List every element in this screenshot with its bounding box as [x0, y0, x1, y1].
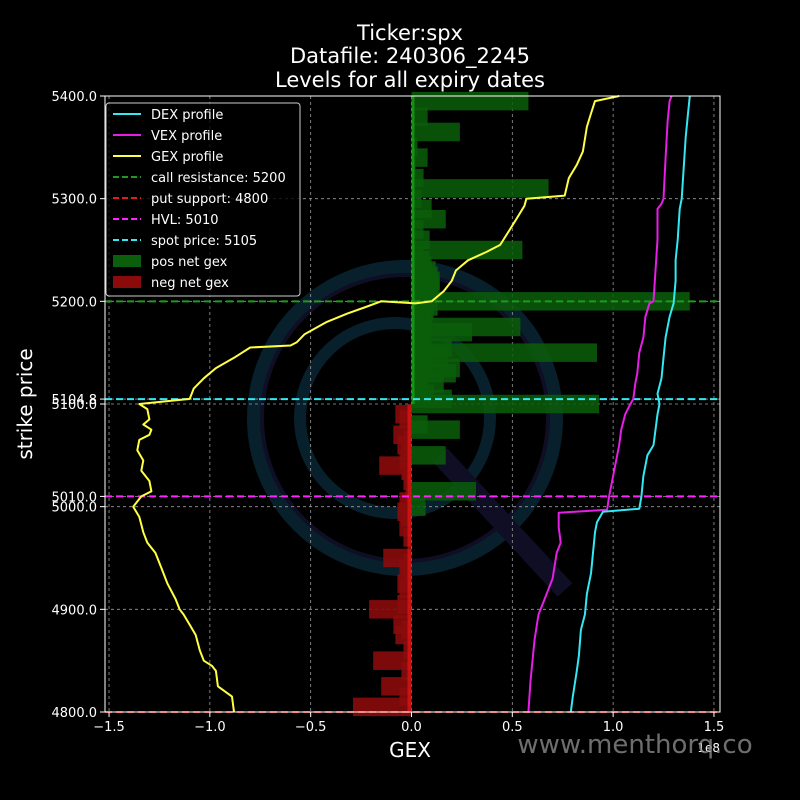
neg-gex-bar-20 [401, 564, 412, 583]
y-tick-label-3: 5010.0 [52, 490, 98, 505]
dex-profile-line [569, 95, 691, 713]
y-tick-label-4: 5100.0 [52, 398, 98, 413]
x-tick-label-2: −0.5 [295, 720, 327, 735]
neg-gex-bar-33 [353, 697, 412, 717]
neg-gex-bar-27 [395, 625, 412, 645]
y-tick-label-5: 5104.8 [52, 393, 98, 408]
x-axis-ticks: −1.5 −1.0 −0.5 0.0 0.5 1.0 1.5 [93, 712, 724, 735]
neg-gex-bar-30 [401, 661, 412, 681]
x-tick-label-3: 0.0 [401, 720, 422, 735]
vex-profile-line [527, 95, 673, 713]
y-tick-label-7: 5300.0 [52, 193, 98, 208]
legend-label-7: pos net gex [151, 255, 228, 270]
pos-gex-bar-46 [411, 446, 446, 465]
x-tick-label-5: 1.0 [603, 720, 624, 735]
pos-gex-bar-2 [411, 122, 460, 142]
legend-swatch-8 [113, 276, 141, 288]
legend-label-2: GEX profile [151, 150, 223, 165]
neg-gex-bar-5 [401, 440, 412, 460]
pos-gex-bar-7 [411, 179, 549, 198]
x-axis-label: GEX [389, 738, 431, 762]
y-axis-label: strike price [13, 348, 37, 459]
legend-label-6: spot price: 5105 [151, 234, 257, 249]
x-tick-label-6: 1.5 [704, 720, 725, 735]
gex-profile-line [132, 95, 620, 713]
neg-gex-bar-16 [403, 528, 412, 547]
neg-gex-core [407, 404, 412, 712]
neg-gex-bar-10 [403, 471, 412, 491]
legend-swatch-7 [113, 255, 141, 267]
legend-box [105, 102, 301, 297]
chart-title-line-2: Datafile: 240306_2245 [290, 44, 530, 69]
neg-gex-bar-28 [403, 641, 412, 660]
y-tick-label-2: 5000.0 [52, 501, 98, 516]
pos-gex-bar-13 [411, 240, 523, 260]
watermark-text: www.menthorq.co [517, 730, 752, 760]
chart-title-line-1: Ticker:spx [356, 21, 463, 45]
neg-gex-bar-24 [369, 600, 412, 619]
legend-label-1: VEX profile [151, 129, 222, 144]
pos-gex-core [411, 96, 415, 404]
legend-label-5: HVL: 5010 [151, 213, 219, 228]
pos-gex-bar-33 [411, 343, 597, 362]
neg-net-gex-bars [353, 404, 412, 717]
profile-lines [132, 95, 691, 713]
legend-label-8: neg net gex [151, 276, 229, 291]
legend-label-0: DEX profile [151, 108, 223, 123]
pos-gex-bar-3 [411, 138, 418, 157]
pos-gex-bar-1 [411, 107, 428, 126]
y-tick-label-8: 5400.0 [52, 90, 98, 105]
x-axis-exponent: 1e8 [697, 741, 720, 755]
y-tick-label-0: 4800.0 [52, 706, 98, 721]
pos-gex-bar-43 [411, 394, 600, 414]
x-tick-label-0: −1.5 [93, 720, 125, 735]
y-tick-label-1: 4900.0 [52, 603, 98, 618]
y-tick-label-6: 5200.0 [52, 295, 98, 310]
pos-gex-bar-48 [411, 497, 426, 516]
legend-label-4: put support: 4800 [151, 192, 268, 207]
chart-title-line-3: Levels for all expiry dates [275, 68, 545, 92]
pos-gex-bar-0 [411, 91, 529, 111]
x-tick-label-4: 0.5 [502, 720, 523, 735]
pos-net-gex-bars [411, 91, 690, 516]
neg-gex-bar-14 [401, 507, 412, 527]
legend: DEX profile VEX profile GEX profile call re… [105, 102, 301, 297]
x-tick-label-1: −1.0 [194, 720, 226, 735]
pos-gex-bar-45 [411, 420, 460, 439]
legend-label-3: call resistance: 5200 [151, 171, 286, 186]
pos-gex-bar-8 [411, 189, 422, 208]
